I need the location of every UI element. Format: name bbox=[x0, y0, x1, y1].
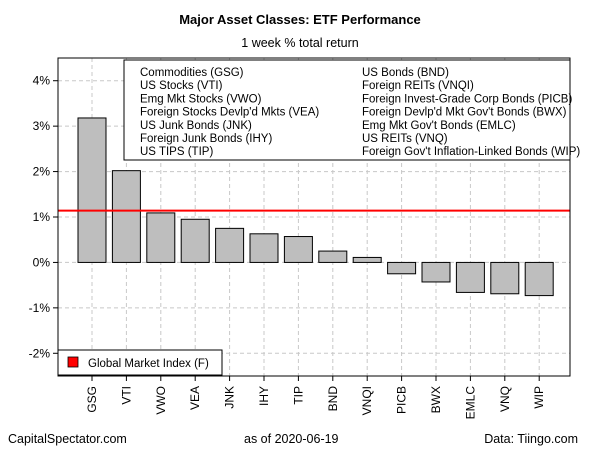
legend-box: Commodities (GSG)US Stocks (VTI)Emg Mkt … bbox=[123, 59, 580, 161]
reference-legend: Global Market Index (F) bbox=[57, 349, 223, 376]
y-tick-label: -1% bbox=[29, 301, 51, 315]
reference-legend-frame bbox=[57, 349, 223, 376]
footer-source-left: CapitalSpectator.com bbox=[8, 432, 127, 446]
bar-vnq bbox=[490, 261, 520, 295]
bar-vti bbox=[111, 170, 141, 263]
bar-vwo bbox=[146, 212, 176, 263]
y-tick-label: 4% bbox=[33, 74, 51, 88]
legend-entry: Foreign Junk Bonds (IHY) bbox=[140, 133, 272, 145]
y-tick-label: 1% bbox=[33, 210, 51, 224]
bar-tip bbox=[283, 236, 313, 263]
x-tick-label: VNQ bbox=[498, 386, 512, 412]
bar-wip bbox=[524, 261, 554, 297]
x-tick-label: PICB bbox=[395, 386, 409, 414]
chart-title: Major Asset Classes: ETF Performance bbox=[179, 12, 421, 27]
axis-layer: -2% -1% 0% 1% 2% 3% 4% GSG VTI VWO VEA JNK IHY TIP BND… bbox=[29, 74, 547, 420]
legend-entry: Emg Mkt Gov't Bonds (EMLC) bbox=[362, 120, 516, 132]
chart-subtitle: 1 week % total return bbox=[241, 36, 359, 50]
bar-vea bbox=[180, 218, 210, 263]
bar-jnk bbox=[215, 227, 245, 263]
footer-date: as of 2020-06-19 bbox=[244, 432, 339, 446]
y-tick-label: 2% bbox=[33, 165, 51, 179]
x-tick-label: TIP bbox=[291, 386, 305, 405]
bar-vnqi bbox=[352, 256, 382, 263]
x-tick-label: VTI bbox=[119, 386, 133, 405]
bar-gsg bbox=[77, 117, 107, 263]
legend-entry: Foreign Stocks Devlp'd Mkts (VEA) bbox=[140, 107, 319, 119]
bar-emlc bbox=[455, 261, 485, 293]
legend-entry: Foreign Invest-Grade Corp Bonds (PICB) bbox=[362, 93, 572, 105]
legend-entry: US Bonds (BND) bbox=[362, 67, 449, 79]
y-tick-label: -2% bbox=[29, 346, 51, 360]
bar-bwx bbox=[421, 261, 451, 283]
legend-left-column: Commodities (GSG)US Stocks (VTI)Emg Mkt … bbox=[140, 67, 319, 158]
bar-ihy bbox=[249, 233, 279, 263]
legend-entry: Foreign Devlp'd Mkt Gov't Bonds (BWX) bbox=[362, 107, 567, 119]
x-tick-label: VEA bbox=[188, 386, 202, 410]
reference-legend-label: Global Market Index (F) bbox=[88, 358, 209, 370]
y-tick-label: 0% bbox=[33, 255, 51, 269]
x-tick-label: VNQI bbox=[360, 386, 374, 415]
legend-entry: Foreign REITs (VNQI) bbox=[362, 80, 474, 92]
bar-bnd bbox=[318, 250, 348, 263]
y-tick-label: 3% bbox=[33, 119, 51, 133]
legend-entry: US REITs (VNQ) bbox=[362, 133, 448, 145]
x-tick-label: WIP bbox=[532, 386, 546, 409]
plot-frame bbox=[57, 57, 571, 377]
x-tick-label: IHY bbox=[257, 386, 271, 406]
x-tick-label: EMLC bbox=[463, 386, 477, 420]
reference-legend-swatch bbox=[67, 356, 79, 368]
footer-source-right: Data: Tiingo.com bbox=[484, 432, 578, 446]
x-tick-label: BND bbox=[326, 386, 340, 412]
bar-layer bbox=[77, 117, 554, 297]
legend-entry: US TIPS (TIP) bbox=[140, 146, 213, 158]
legend-entry: Commodities (GSG) bbox=[140, 67, 244, 79]
x-tick-label: VWO bbox=[154, 386, 168, 415]
legend-right-column: US Bonds (BND)Foreign REITs (VNQI)Foreig… bbox=[362, 67, 580, 158]
legend-entry: US Junk Bonds (JNK) bbox=[140, 120, 252, 132]
bar-picb bbox=[387, 261, 417, 275]
x-tick-label: BWX bbox=[429, 386, 443, 413]
legend-entry: Foreign Gov't Inflation-Linked Bonds (WI… bbox=[362, 146, 580, 158]
legend-entry: US Stocks (VTI) bbox=[140, 80, 223, 92]
legend-entry: Emg Mkt Stocks (VWO) bbox=[140, 93, 262, 105]
x-tick-label: GSG bbox=[85, 386, 99, 413]
x-tick-label: JNK bbox=[223, 386, 237, 409]
